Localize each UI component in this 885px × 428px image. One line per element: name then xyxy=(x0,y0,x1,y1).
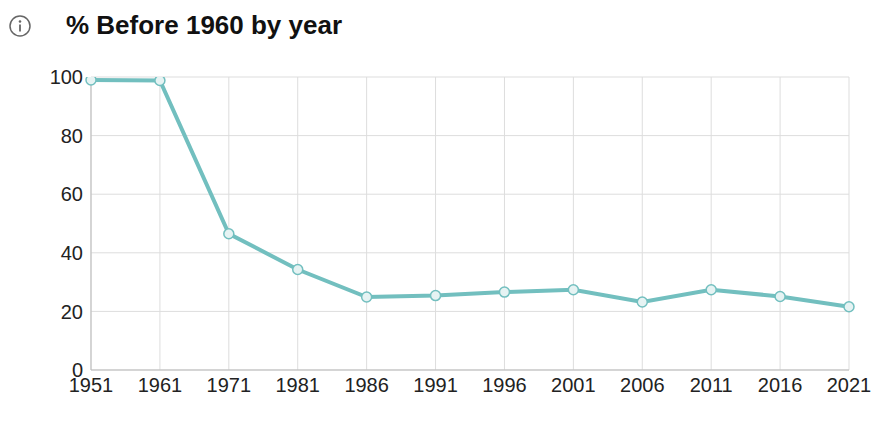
svg-text:1986: 1986 xyxy=(344,374,389,396)
svg-text:0: 0 xyxy=(72,359,83,381)
svg-text:40: 40 xyxy=(61,242,83,264)
svg-text:1991: 1991 xyxy=(413,374,458,396)
svg-text:2021: 2021 xyxy=(827,374,872,396)
svg-text:2016: 2016 xyxy=(758,374,803,396)
svg-text:1971: 1971 xyxy=(207,374,252,396)
svg-text:1961: 1961 xyxy=(138,374,183,396)
svg-text:2006: 2006 xyxy=(620,374,665,396)
svg-text:2001: 2001 xyxy=(551,374,596,396)
svg-text:60: 60 xyxy=(61,183,83,205)
svg-text:1996: 1996 xyxy=(482,374,527,396)
svg-text:80: 80 xyxy=(61,125,83,147)
svg-text:2011: 2011 xyxy=(690,374,733,396)
html-text:% Before 1960 by year: % Before 1960 by year xyxy=(66,10,342,40)
svg-text:100: 100 xyxy=(50,66,83,88)
svg-text:20: 20 xyxy=(61,301,83,323)
svg-text:1951: 1951 xyxy=(68,374,114,397)
svg-text:1981: 1981 xyxy=(275,374,320,396)
